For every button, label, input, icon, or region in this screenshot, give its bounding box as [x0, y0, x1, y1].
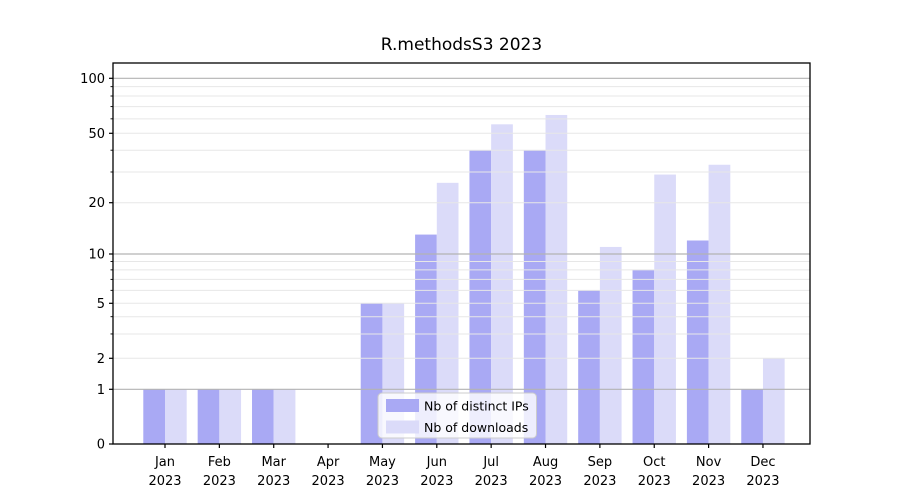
x-tick-label-year: 2023: [148, 474, 181, 489]
x-tick-label-year: 2023: [638, 474, 671, 489]
x-tick-label-month: Jun: [426, 455, 447, 470]
y-tick-label: 100: [80, 72, 105, 87]
legend-label: Nb of downloads: [424, 420, 528, 435]
x-tick-label-year: 2023: [366, 474, 399, 489]
x-tick-label-year: 2023: [529, 474, 562, 489]
bar-downloads: [654, 174, 676, 444]
y-tick-label: 50: [88, 127, 105, 142]
chart-title: R.methodsS3 2023: [380, 35, 543, 55]
bar-downloads: [762, 358, 785, 444]
bar-downloads: [273, 389, 296, 444]
bar-downloads: [708, 164, 731, 444]
bar-distinct-ips: [632, 269, 655, 444]
x-tick-label-year: 2023: [312, 474, 345, 489]
x-tick-label-year: 2023: [420, 474, 453, 489]
x-tick-label-year: 2023: [203, 474, 236, 489]
bar-distinct-ips: [686, 240, 709, 444]
bar-downloads: [491, 124, 513, 445]
bar-distinct-ips: [741, 389, 763, 444]
x-tick-label-month: Jan: [154, 455, 175, 470]
x-tick-label-month: Aug: [533, 455, 558, 470]
bar-downloads: [219, 389, 242, 444]
x-tick-label-year: 2023: [692, 474, 725, 489]
legend-label: Nb of distinct IPs: [424, 399, 529, 414]
x-tick-label-month: Mar: [261, 455, 286, 470]
y-tick-label: 2: [97, 352, 105, 367]
bar-distinct-ips: [469, 150, 492, 444]
bar-distinct-ips: [415, 234, 437, 444]
x-tick-label-month: Dec: [750, 455, 775, 470]
y-tick-label: 1: [97, 383, 105, 398]
y-tick-label: 10: [88, 248, 105, 263]
x-tick-label-year: 2023: [257, 474, 290, 489]
x-tick-label-month: Oct: [643, 455, 665, 470]
bar-downloads: [165, 389, 187, 444]
x-tick-label-month: Sep: [588, 455, 613, 470]
bar-distinct-ips: [360, 303, 383, 444]
x-tick-label-year: 2023: [583, 474, 616, 489]
x-tick-label-month: Jul: [482, 455, 499, 470]
x-tick-label-month: May: [369, 455, 396, 470]
x-tick-label-year: 2023: [746, 474, 779, 489]
bar-distinct-ips: [578, 290, 600, 444]
x-tick-label-month: Nov: [696, 455, 722, 470]
legend-swatch: [386, 420, 419, 434]
x-tick-label-year: 2023: [475, 474, 508, 489]
y-tick-label: 20: [88, 196, 105, 211]
bar-distinct-ips: [252, 389, 274, 444]
x-tick-label-month: Feb: [208, 455, 231, 470]
legend-swatch: [386, 399, 419, 412]
bar-distinct-ips: [197, 389, 220, 444]
y-tick-label: 0: [97, 438, 105, 453]
bar-distinct-ips: [523, 150, 546, 444]
bar-downloads: [599, 246, 622, 444]
bar-distinct-ips: [143, 389, 165, 444]
x-tick-label-month: Apr: [317, 455, 340, 470]
y-tick-label: 5: [97, 297, 105, 312]
bar-downloads: [436, 182, 459, 444]
